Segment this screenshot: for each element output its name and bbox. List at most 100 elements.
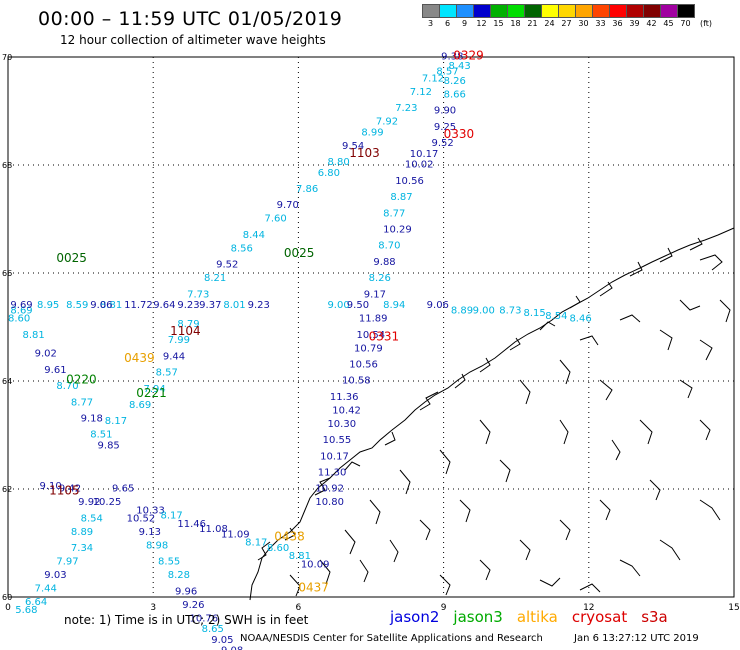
swh-observation: 8.44 bbox=[243, 230, 265, 241]
swh-observation: 9.06 bbox=[90, 300, 112, 311]
swh-observation: 8.69 bbox=[10, 306, 32, 317]
swh-observation: 9.65 bbox=[112, 484, 134, 495]
swh-observation: 8.17 bbox=[245, 538, 267, 549]
swh-observation: 8.54 bbox=[81, 513, 103, 524]
swh-observation: 8.28 bbox=[168, 570, 190, 581]
coastline-fragment bbox=[284, 527, 296, 541]
generated-timestamp: Jan 6 13:27:12 UTC 2019 bbox=[574, 633, 699, 644]
coastline-fragment bbox=[519, 379, 531, 405]
swh-observation: 10.17 bbox=[320, 451, 349, 462]
footnote: note: 1) Time is in UTC; 2) SWH is in fe… bbox=[64, 613, 309, 627]
swh-observation: 7.97 bbox=[56, 557, 78, 568]
mission-s3a: s3a bbox=[641, 608, 668, 626]
coastline-fragment bbox=[479, 357, 491, 373]
swh-observation: 9.17 bbox=[364, 289, 386, 300]
swh-observation: 11.46 bbox=[177, 519, 206, 530]
swh-observation: 8.73 bbox=[499, 306, 521, 317]
swh-observation: 6.64 bbox=[25, 597, 47, 608]
swh-observation: 9.25 bbox=[434, 122, 456, 133]
coastline-fragment bbox=[699, 419, 711, 441]
lon-tick-label: 9 bbox=[441, 603, 447, 613]
swh-observation: 10.33 bbox=[136, 505, 165, 516]
swh-observation: 8.95 bbox=[37, 300, 59, 311]
pass-time-label: 1103 bbox=[349, 146, 380, 160]
legend-label-12: 12 bbox=[476, 19, 487, 28]
swh-observation: 10.80 bbox=[315, 497, 344, 508]
swh-observation: 10.29 bbox=[383, 225, 412, 236]
coastline-main bbox=[249, 227, 735, 601]
swh-observation: 7.44 bbox=[35, 584, 57, 595]
swh-observation: 10.76 bbox=[190, 613, 219, 624]
swh-observation: 7.86 bbox=[296, 184, 318, 195]
swh-observation: 8.70 bbox=[56, 381, 78, 392]
swh-observation: 9.61 bbox=[44, 365, 66, 376]
swh-observation: 8.59 bbox=[66, 300, 88, 311]
pass-time-label: 0331 bbox=[369, 330, 400, 344]
swh-observation: 8.80 bbox=[327, 157, 349, 168]
coastline-fragment bbox=[509, 337, 521, 351]
legend-swatch-70 bbox=[677, 4, 695, 18]
swh-observation: 8.79 bbox=[177, 319, 199, 330]
legend-label-42: 42 bbox=[646, 19, 657, 28]
coastline-fragment bbox=[579, 335, 599, 346]
coastline-fragment bbox=[479, 559, 491, 581]
mission-cryosat: cryosat bbox=[571, 608, 628, 626]
swh-observation: 8.15 bbox=[523, 308, 545, 319]
swh-observation: 8.81 bbox=[23, 330, 45, 341]
legend-label-6: 6 bbox=[444, 19, 451, 28]
swh-observation: 9.26 bbox=[182, 600, 204, 611]
map-title: 00:00 – 11:59 UTC 01/05/2019 bbox=[38, 8, 343, 30]
swh-observation: 9.96 bbox=[175, 586, 197, 597]
legend-label-45: 45 bbox=[663, 19, 674, 28]
credit-line: NOAA/NESDIS Center for Satellite Applica… bbox=[240, 633, 727, 644]
coastline-fragment bbox=[439, 574, 451, 596]
mission-jason2: jason2 bbox=[390, 608, 440, 626]
coastline-fragment bbox=[619, 314, 641, 323]
swh-observation: 10.17 bbox=[410, 149, 439, 160]
coastline-fragment bbox=[439, 449, 451, 475]
swh-observation: 11.36 bbox=[330, 392, 359, 403]
mission-jason3: jason3 bbox=[453, 608, 503, 626]
swh-observation: 10.02 bbox=[405, 160, 434, 171]
swh-observation: 7.34 bbox=[71, 543, 93, 554]
swh-observation: 9.02 bbox=[35, 349, 57, 360]
legend-label-18: 18 bbox=[510, 19, 521, 28]
swh-observation: 8.43 bbox=[448, 61, 470, 72]
legend-unit: (ft) bbox=[699, 19, 713, 28]
grid-lines bbox=[8, 57, 734, 597]
legend-label-15: 15 bbox=[493, 19, 504, 28]
coastline-fragment bbox=[369, 499, 381, 525]
swh-observation: 9.00 bbox=[327, 300, 349, 311]
swh-observation: 7.73 bbox=[187, 289, 209, 300]
coastline-fragment bbox=[539, 577, 561, 587]
swh-observation: 8.46 bbox=[569, 314, 591, 325]
swh-observation: 8.57 bbox=[436, 66, 458, 77]
swh-observation: 8.77 bbox=[383, 208, 405, 219]
swh-observation: 9.00 bbox=[473, 306, 495, 317]
pass-time-label: 0437 bbox=[298, 581, 329, 595]
lat-tick-label: 60 bbox=[2, 593, 12, 602]
coastline-fragment bbox=[699, 499, 721, 521]
coastline-fragment bbox=[659, 329, 673, 351]
coastline-fragment bbox=[619, 559, 641, 577]
swh-observation: 9.23 bbox=[248, 300, 270, 311]
coastline-fragment bbox=[639, 419, 653, 445]
coastline-fragment bbox=[344, 529, 356, 555]
swh-observation: 8.26 bbox=[444, 76, 466, 87]
swh-observation: 9.50 bbox=[347, 300, 369, 311]
swh-observation: 10.54 bbox=[356, 330, 385, 341]
coastline-fragment bbox=[459, 499, 471, 523]
swh-observation: 8.87 bbox=[390, 192, 412, 203]
observations: 9.388.438.578.267.127.12 8.667.23 9.907.92… bbox=[8, 52, 592, 650]
swh-observation: 9.54 bbox=[342, 141, 364, 152]
swh-observation: 7.12 bbox=[422, 73, 444, 84]
coastline-fragment bbox=[499, 459, 511, 483]
coastline-fragment bbox=[419, 391, 439, 411]
pass-time-label: 0329 bbox=[453, 49, 484, 63]
swh-observation: 11.08 bbox=[199, 524, 228, 535]
coastline-fragment bbox=[679, 379, 693, 399]
pass-time-label: 1104 bbox=[170, 324, 201, 338]
swh-observation: 10.09 bbox=[301, 559, 330, 570]
swh-observation: 8.60 bbox=[8, 314, 30, 325]
